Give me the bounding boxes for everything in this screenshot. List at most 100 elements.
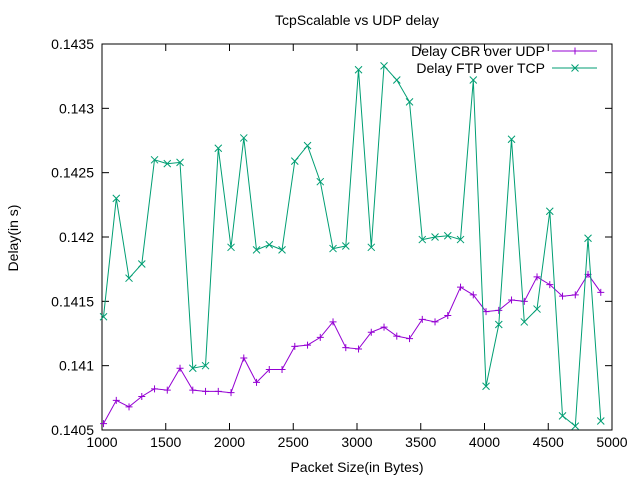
series-2-point: [507, 135, 516, 144]
series-2-point: [239, 134, 248, 142]
x-tick-label: 2000: [214, 434, 245, 450]
series-2-point: [596, 417, 605, 425]
series-2-point: [584, 234, 592, 243]
series-1-point: [214, 387, 222, 395]
series-2-point: [163, 159, 172, 168]
series-2-point: [533, 305, 541, 313]
y-axis-label: Delay(in s): [5, 205, 21, 272]
series-2-point: [112, 194, 121, 203]
series-2-point: [176, 158, 184, 167]
x-tick-label: 4500: [533, 434, 564, 450]
series-1-point: [533, 273, 541, 281]
x-tick-label: 4000: [469, 434, 500, 450]
series-2-point: [482, 382, 490, 391]
series-2-point: [252, 246, 261, 254]
series-1-point: [329, 318, 337, 326]
series-2-point: [278, 246, 286, 254]
series-1-point: [125, 403, 133, 411]
series-1-point: [176, 364, 184, 372]
legend-marker-1: [571, 47, 579, 55]
series-1-point: [508, 296, 516, 304]
series-2-point: [456, 235, 465, 244]
series-1-point: [151, 385, 159, 393]
y-tick-label: 0.1435: [51, 36, 94, 52]
plot-frame: [101, 43, 613, 431]
series-1-point: [571, 291, 579, 299]
series-1-point: [316, 333, 324, 341]
series-1-point: [597, 288, 605, 296]
series-2-point: [545, 207, 554, 216]
series-group: [99, 62, 605, 430]
series-1-point: [559, 292, 567, 300]
series-2-point: [558, 411, 567, 420]
y-tick-label: 0.1425: [51, 165, 94, 181]
x-tick-label: 3000: [341, 434, 372, 450]
series-1-line: [103, 273, 602, 424]
series-1-point: [457, 283, 465, 291]
series-2-point: [265, 240, 274, 249]
x-tick-label: 5000: [596, 434, 627, 450]
series-1-point: [546, 281, 554, 289]
series-2-point: [290, 157, 299, 165]
series-2-point: [443, 231, 452, 240]
series-1-point: [418, 315, 426, 323]
series-1-point: [355, 345, 363, 353]
series-1-point: [163, 386, 171, 394]
series-2-point: [150, 155, 159, 164]
series-2-point: [303, 141, 312, 150]
series-1-point: [482, 308, 490, 316]
series-2-point: [227, 243, 235, 252]
series-1-point: [112, 396, 120, 404]
series-1-point: [342, 344, 350, 352]
series-1-point: [278, 366, 286, 374]
x-tick-label: 1500: [150, 434, 181, 450]
series-2-point: [431, 233, 439, 241]
series-1-point: [240, 354, 248, 362]
series-2-point: [125, 274, 133, 283]
legend-label-1: Delay CBR over UDP: [411, 43, 545, 59]
series-2-point: [329, 244, 337, 253]
series-1-point: [253, 378, 261, 386]
series-1-point: [469, 291, 477, 299]
series-1-point: [380, 323, 388, 331]
y-tick-label: 0.142: [59, 229, 94, 245]
series-1: [100, 270, 605, 428]
x-tick-label: 3500: [405, 434, 436, 450]
series-1-point: [189, 386, 197, 394]
series-1-point: [138, 393, 146, 401]
x-tick-label: 1000: [86, 434, 117, 450]
series-2-point: [99, 312, 108, 321]
series-1-point: [265, 366, 273, 374]
series-1-point: [444, 311, 452, 319]
series-2-point: [316, 177, 325, 186]
series-2-point: [392, 76, 401, 84]
series-1-point: [393, 332, 401, 340]
axis-ticks: 1000 1500 2000 2500 3000 3500 4000 4500 5000 0.14…: [51, 36, 628, 450]
series-1-point: [495, 306, 503, 314]
series-1-point: [367, 328, 375, 336]
y-tick-label: 0.1415: [51, 293, 94, 309]
series-2-point: [341, 242, 350, 250]
series-2-point: [469, 76, 478, 84]
series-1-point: [304, 341, 312, 349]
x-axis-label: Packet Size(in Bytes): [290, 459, 423, 475]
series-1-point: [291, 342, 299, 350]
x-tick-label: 2500: [278, 434, 309, 450]
series-2-point: [405, 98, 414, 106]
series-2-point: [367, 243, 376, 252]
series-1-point: [431, 318, 439, 326]
series-1-point: [406, 335, 414, 343]
y-tick-label: 0.141: [59, 358, 94, 374]
y-tick-label: 0.143: [59, 100, 94, 116]
series-1-point: [227, 389, 235, 397]
legend-label-2: Delay FTP over TCP: [416, 60, 545, 76]
series-2-point: [520, 318, 529, 326]
y-tick-label: 0.1405: [51, 422, 94, 438]
series-2-point: [494, 320, 503, 329]
series-2-point: [201, 361, 210, 370]
series-2-point: [188, 364, 197, 373]
series-2-point: [137, 260, 146, 268]
series-1-point: [520, 297, 528, 305]
